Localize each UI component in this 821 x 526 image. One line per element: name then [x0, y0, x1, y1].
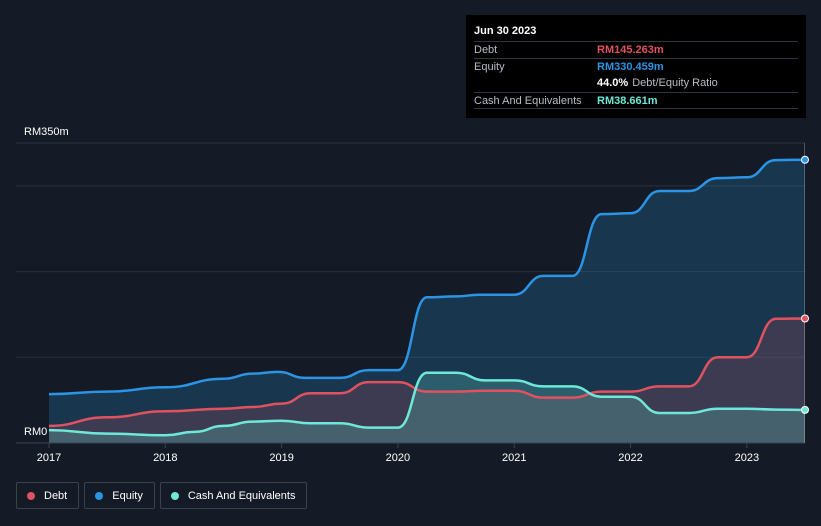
x-tick-label-2017: 2017: [37, 452, 61, 464]
tooltip-equity-value: RM330.459m: [597, 61, 664, 73]
tooltip-panel: Jun 30 2023 Debt RM145.263m Equity RM330…: [466, 15, 806, 118]
tooltip-equity-label: Equity: [474, 61, 505, 73]
x-tick-label-2018: 2018: [153, 452, 177, 464]
y-tick-label-max: RM350m: [24, 126, 69, 138]
x-tick-label-2021: 2021: [502, 452, 526, 464]
series-lines: [48, 158, 806, 437]
legend-item-cash[interactable]: Cash And Equivalents: [159, 482, 308, 509]
cash-end-marker: [801, 405, 809, 414]
legend-debt-label: Debt: [44, 489, 68, 502]
tooltip-equity-row: Equity RM330.459m: [474, 58, 798, 75]
equity-line: [48, 158, 806, 396]
tooltip-ratio-value: 44.0%: [597, 77, 629, 89]
legend-equity-label: Equity: [112, 489, 143, 502]
legend-item-debt[interactable]: Debt: [16, 482, 80, 509]
x-tick-label-2022: 2022: [618, 452, 642, 464]
debt-dot-icon: [27, 491, 35, 500]
tooltip-date: Jun 30 2023: [474, 25, 537, 37]
tooltip-ratio-spacer: [474, 75, 597, 92]
equity-area: [49, 159, 805, 443]
y-tick-label-min: RM0: [24, 426, 47, 438]
tooltip-debt-value: RM145.263m: [597, 44, 664, 56]
debt-line: [48, 317, 806, 428]
tick-labels: 2017 2018 2019 2020 2021 2022 2023 RM350m RM0: [24, 126, 759, 464]
equity-end-marker: [801, 155, 809, 164]
axes: [16, 143, 805, 444]
cash-area: [49, 372, 805, 443]
cash-line: [48, 371, 806, 437]
cash-dot-icon: [170, 491, 179, 500]
tooltip-ratio-row: 44.0% Debt/Equity Ratio: [474, 75, 798, 92]
x-tick-label-2023: 2023: [735, 452, 759, 464]
x-tick-label-2019: 2019: [269, 452, 293, 464]
x-tick-label-2020: 2020: [386, 452, 410, 464]
debt-area: [49, 318, 805, 443]
equity-dot-icon: [95, 491, 104, 500]
legend-item-equity[interactable]: Equity: [84, 482, 155, 509]
end-markers: [801, 155, 809, 414]
legend: Debt Equity Cash And Equivalents: [16, 482, 308, 509]
tooltip-cash-value: RM38.661m: [597, 95, 658, 107]
tooltip-cash-row: Cash And Equivalents RM38.661m: [474, 92, 798, 109]
tooltip-debt-row: Debt RM145.263m: [474, 41, 798, 58]
tooltip-debt-label: Debt: [474, 44, 498, 56]
debt-end-marker: [801, 314, 809, 323]
grid-lines: [16, 142, 805, 358]
legend-cash-label: Cash And Equivalents: [187, 489, 296, 502]
tooltip-cash-label: Cash And Equivalents: [474, 95, 582, 107]
series-areas: [49, 159, 805, 443]
tooltip-ratio-label: Debt/Equity Ratio: [632, 77, 718, 89]
